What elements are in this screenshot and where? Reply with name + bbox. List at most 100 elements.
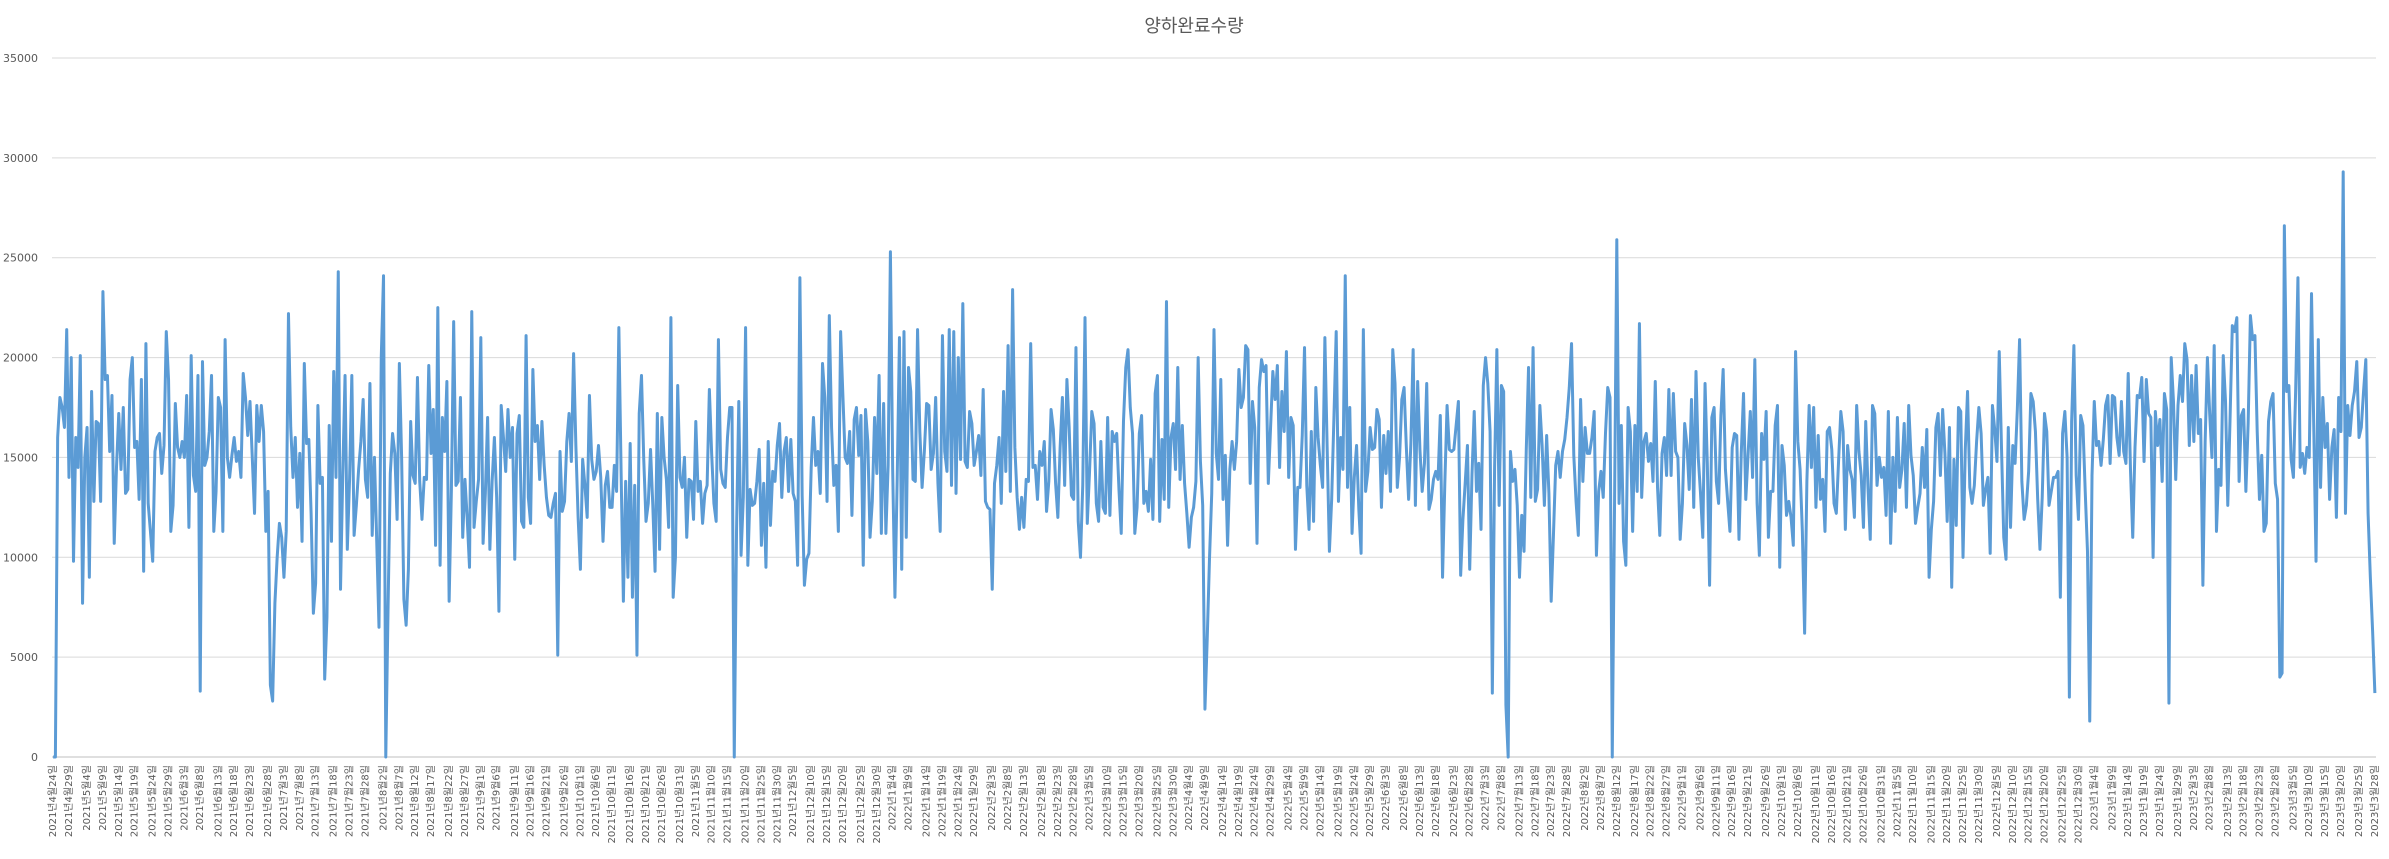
- x-tick-label: 2021년10월31일: [674, 765, 686, 844]
- x-tick-label: 2022년10월26일: [1858, 765, 1870, 844]
- x-tick-label: 2022년12월10일: [2007, 765, 2019, 844]
- x-tick-label: 2021년6월28일: [262, 765, 274, 837]
- x-tick-label: 2022년10월16일: [1826, 765, 1838, 844]
- x-tick-label: 2021년9월1일: [475, 765, 487, 831]
- x-tick-label: 2022년9월1일: [1676, 765, 1688, 831]
- x-tick-label: 2022년4월24일: [1249, 765, 1261, 837]
- x-tick-label: 2022년7월23일: [1545, 765, 1557, 837]
- x-tick-label: 2021년12월30일: [871, 765, 883, 844]
- x-tick-label: 2022년4월14일: [1217, 765, 1229, 837]
- x-tick-label: 2022년3월25일: [1151, 765, 1163, 837]
- x-tick-label: 2021년11월30일: [771, 765, 783, 844]
- x-tick-label: 2022년11월25일: [1957, 765, 1969, 844]
- x-tick-label: 2022년6월3일: [1380, 765, 1392, 831]
- x-tick-label: 2021년4월29일: [63, 765, 75, 837]
- x-tick-label: 2022년1월29일: [968, 765, 980, 837]
- x-tick-label: 2022년10월6일: [1792, 765, 1804, 837]
- x-tick-label: 2021년5월29일: [163, 765, 175, 837]
- x-tick-label: 2021년9월11일: [509, 765, 521, 837]
- x-tick-label: 2022년2월28일: [1068, 765, 1080, 837]
- x-tick-label: 2022년3월10일: [1102, 765, 1114, 837]
- x-tick-label: 2022년6월28일: [1464, 765, 1476, 837]
- x-tick-label: 2023년3월5일: [2287, 765, 2299, 831]
- x-tick-label: 2021년9월26일: [559, 765, 571, 837]
- x-tick-label: 2022년11월20일: [1941, 765, 1953, 844]
- x-tick-label: 2022년12월15일: [2023, 765, 2035, 844]
- x-tick-label: 2022년7월3일: [1480, 765, 1492, 831]
- y-tick-label: 10000: [3, 551, 38, 564]
- x-tick-label: 2023년1월4일: [2088, 765, 2100, 831]
- x-tick-label: 2022년7월18일: [1529, 765, 1541, 837]
- x-tick-label: 2021년11월10일: [706, 765, 718, 844]
- x-tick-label: 2021년10월11일: [606, 765, 618, 844]
- y-tick-label: 15000: [3, 451, 38, 464]
- x-tick-label: 2021년5월19일: [129, 765, 141, 837]
- y-tick-label: 20000: [3, 352, 38, 365]
- x-tick-label: 2023년2월8일: [2204, 765, 2216, 831]
- x-tick-label: 2022년12월20일: [2039, 765, 2051, 844]
- x-tick-label: 2022년8월7일: [1595, 765, 1607, 831]
- x-tick-label: 2022년11월10일: [1907, 765, 1919, 844]
- x-tick-label: 2022년8월22일: [1645, 765, 1657, 837]
- x-tick-label: 2021년10월21일: [640, 765, 652, 844]
- x-tick-label: 2023년2월3일: [2188, 765, 2200, 831]
- y-tick-label: 30000: [3, 152, 38, 165]
- x-tick-label: 2023년3월20일: [2335, 765, 2347, 837]
- x-tick-label: 2022년6월23일: [1448, 765, 1460, 837]
- x-tick-label: 2021년11월15일: [722, 765, 734, 844]
- x-tick-label: 2022년2월8일: [1002, 765, 1014, 831]
- x-tick-label: 2021년11월5일: [690, 765, 702, 837]
- x-tick-label: 2022년8월12일: [1611, 765, 1623, 837]
- x-tick-label: 2023년1월14일: [2122, 765, 2134, 837]
- x-tick-label: 2021년9월16일: [525, 765, 537, 837]
- x-tick-label: 2022년4월29일: [1265, 765, 1277, 837]
- x-tick-label: 2022년4월19일: [1233, 765, 1245, 837]
- x-tick-label: 2022년1월14일: [921, 765, 933, 837]
- x-tick-label: 2023년2월28일: [2269, 765, 2281, 837]
- x-tick-label: 2022년1월4일: [887, 765, 899, 831]
- x-tick-label: 2022년12월25일: [2057, 765, 2069, 844]
- x-tick-label: 2022년3월15일: [1118, 765, 1130, 837]
- x-tick-label: 2022년10월31일: [1876, 765, 1888, 844]
- y-axis: 0 5000 10000 15000 20000 25000 30000 35000: [3, 52, 38, 764]
- x-tick-label: 2022년2월23일: [1052, 765, 1064, 837]
- x-tick-label: 2022년6월13일: [1414, 765, 1426, 837]
- x-tick-label: 2021년12월5일: [787, 765, 799, 837]
- x-tick-label: 2022년8월2일: [1579, 765, 1591, 831]
- x-tick-label: 2023년3월10일: [2303, 765, 2315, 837]
- x-tick-label: 2022년7월8일: [1495, 765, 1507, 831]
- x-tick-label: 2021년6월3일: [178, 765, 190, 831]
- x-tick-label: 2022년1월9일: [903, 765, 915, 831]
- x-tick-label: 2021년8월12일: [409, 765, 421, 837]
- x-tick-label: 2022년9월16일: [1726, 765, 1738, 837]
- x-tick-label: 2021년9월21일: [540, 765, 552, 837]
- x-tick-label: 2021년6월8일: [194, 765, 206, 831]
- x-tick-label: 2022년4월9일: [1199, 765, 1211, 831]
- x-tick-label: 2021년7월13일: [310, 765, 322, 837]
- x-tick-label: 2021년10월1일: [574, 765, 586, 837]
- y-tick-label: 25000: [3, 252, 38, 265]
- x-tick-label: 2022년9월26일: [1760, 765, 1772, 837]
- x-tick-label: 2022년2월13일: [1018, 765, 1030, 837]
- x-tick-label: 2022년3월30일: [1167, 765, 1179, 837]
- x-tick-label: 2021년12월20일: [837, 765, 849, 844]
- x-tick-label: 2022년5월19일: [1333, 765, 1345, 837]
- x-tick-label: 2021년8월17일: [425, 765, 437, 837]
- x-tick-label: 2023년1월24일: [2154, 765, 2166, 837]
- x-tick-label: 2022년1월24일: [952, 765, 964, 837]
- x-tick-label: 2021년8월27일: [459, 765, 471, 837]
- x-axis: 2021년4월24일 2021년4월29일 2021년5월4일 2021년5월9일 20…: [47, 765, 2381, 844]
- x-tick-label: 2021년6월23일: [244, 765, 256, 837]
- x-tick-label: 2022년10월11일: [1810, 765, 1822, 844]
- x-tick-label: 2021년11월25일: [755, 765, 767, 844]
- x-tick-label: 2021년10월6일: [590, 765, 602, 837]
- x-tick-label: 2022년11월30일: [1973, 765, 1985, 844]
- x-tick-label: 2021년5월14일: [113, 765, 125, 837]
- x-tick-label: 2022년10월1일: [1776, 765, 1788, 837]
- x-tick-label: 2022년8월17일: [1629, 765, 1641, 837]
- x-tick-label: 2023년2월23일: [2254, 765, 2266, 837]
- x-tick-label: 2022년1월19일: [937, 765, 949, 837]
- x-tick-label: 2021년7월28일: [359, 765, 371, 837]
- x-tick-label: 2023년3월28일: [2369, 765, 2381, 837]
